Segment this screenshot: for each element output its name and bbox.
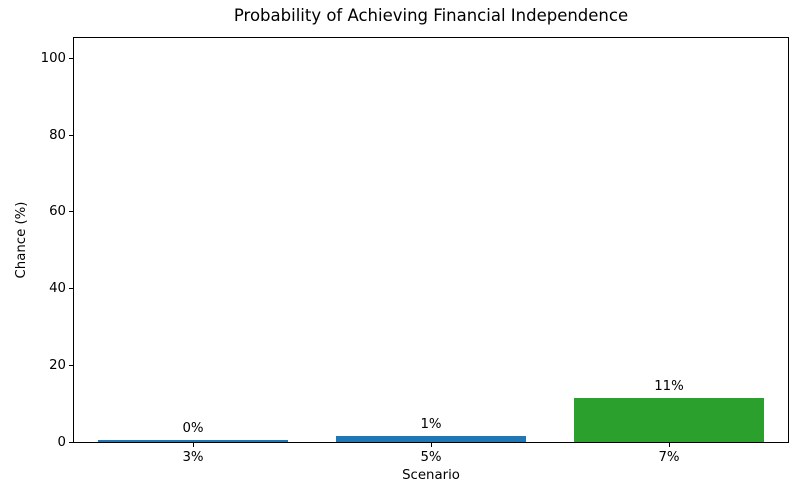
x-tick-mark xyxy=(192,443,194,447)
x-tick-mark xyxy=(668,443,670,447)
y-axis-label: Chance (%) xyxy=(14,201,29,279)
bar-value-label: 11% xyxy=(654,379,684,395)
y-tick-label: 40 xyxy=(49,281,66,297)
y-tick-mark xyxy=(69,288,73,290)
x-tick-label: 3% xyxy=(182,450,204,465)
bar-value-label: 0% xyxy=(182,421,204,437)
bar xyxy=(97,440,289,442)
x-tick-mark xyxy=(430,443,432,447)
y-tick-mark xyxy=(69,134,73,136)
x-tick-label: 7% xyxy=(658,450,680,465)
x-axis-label: Scenario xyxy=(402,468,460,483)
x-tick-label: 5% xyxy=(420,450,442,465)
y-tick-label: 60 xyxy=(49,204,66,220)
y-tick-label: 0 xyxy=(57,434,66,450)
bar-value-label: 1% xyxy=(420,417,442,433)
y-tick-label: 20 xyxy=(49,357,66,373)
y-tick-mark xyxy=(69,364,73,366)
y-tick-mark xyxy=(69,441,73,443)
y-tick-label: 100 xyxy=(40,50,66,66)
chart-title: Probability of Achieving Financial Indep… xyxy=(233,6,629,25)
bar xyxy=(573,398,765,442)
y-tick-mark xyxy=(69,211,73,213)
y-tick-label: 80 xyxy=(49,127,66,143)
plot-area: 0 20 40 60 80 100 0% 3% 1% 5% 11% 7% xyxy=(41,37,789,465)
bar xyxy=(335,436,527,442)
y-tick-mark xyxy=(69,57,73,59)
